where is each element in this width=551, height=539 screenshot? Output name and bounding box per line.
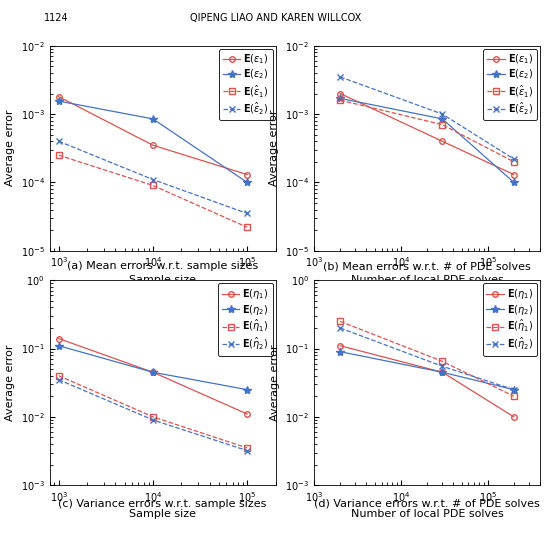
$\mathbf{E}(\epsilon_1)$ (337, 91, 343, 97)
$\mathbf{E}(\eta_2)$ (337, 348, 343, 355)
$\mathbf{E}(\hat{\epsilon}_1)$ (439, 121, 446, 128)
Legend: $\mathbf{E}(\eta_1)$, $\mathbf{E}(\eta_2)$, $\mathbf{E}(\hat{\eta}_1)$, $\mathbf: $\mathbf{E}(\eta_1)$, $\mathbf{E}(\eta_2… (483, 283, 537, 356)
$\mathbf{E}(\hat{\eta}_1)$ (439, 358, 446, 364)
$\mathbf{E}(\eta_2)$ (150, 369, 156, 376)
$\mathbf{E}(\hat{\eta}_2)$ (150, 417, 156, 423)
Y-axis label: Average error: Average error (269, 110, 279, 186)
$\mathbf{E}(\eta_1)$ (511, 413, 517, 420)
$\mathbf{E}(\hat{\epsilon}_1)$ (511, 158, 517, 165)
Legend: $\mathbf{E}(\epsilon_1)$, $\mathbf{E}(\epsilon_2)$, $\mathbf{E}(\hat{\epsilon}_1: $\mathbf{E}(\epsilon_1)$, $\mathbf{E}(\e… (219, 49, 273, 120)
$\mathbf{E}(\hat{\epsilon}_2)$ (56, 138, 62, 144)
Text: (b) Mean errors w.r.t. # of PDE solves: (b) Mean errors w.r.t. # of PDE solves (323, 261, 531, 272)
Text: (a) Mean errors w.r.t. sample sizes: (a) Mean errors w.r.t. sample sizes (67, 261, 258, 272)
$\mathbf{E}(\hat{\epsilon}_2)$ (244, 210, 251, 217)
$\mathbf{E}(\epsilon_2)$ (244, 179, 251, 185)
$\mathbf{E}(\hat{\eta}_2)$ (511, 386, 517, 393)
$\mathbf{E}(\hat{\epsilon}_1)$ (150, 182, 156, 189)
Text: (d) Variance errors w.r.t. # of PDE solves: (d) Variance errors w.r.t. # of PDE solv… (314, 499, 540, 509)
$\mathbf{E}(\eta_1)$ (439, 369, 446, 376)
Text: 1124: 1124 (44, 13, 69, 24)
$\mathbf{E}(\epsilon_1)$ (439, 138, 446, 144)
Line: $\mathbf{E}(\hat{\epsilon}_2)$: $\mathbf{E}(\hat{\epsilon}_2)$ (56, 139, 250, 216)
$\mathbf{E}(\hat{\eta}_2)$ (337, 325, 343, 331)
$\mathbf{E}(\eta_2)$ (511, 386, 517, 393)
Line: $\mathbf{E}(\hat{\epsilon}_1)$: $\mathbf{E}(\hat{\epsilon}_1)$ (56, 153, 250, 230)
$\mathbf{E}(\hat{\epsilon}_2)$ (439, 111, 446, 118)
$\mathbf{E}(\epsilon_2)$ (56, 98, 62, 105)
Text: (c) Variance errors w.r.t. sample sizes: (c) Variance errors w.r.t. sample sizes (58, 499, 267, 509)
Legend: $\mathbf{E}(\epsilon_1)$, $\mathbf{E}(\epsilon_2)$, $\mathbf{E}(\hat{\epsilon}_1: $\mathbf{E}(\epsilon_1)$, $\mathbf{E}(\e… (483, 49, 537, 120)
$\mathbf{E}(\epsilon_1)$ (56, 93, 62, 100)
$\mathbf{E}(\eta_2)$ (244, 386, 251, 393)
Line: $\mathbf{E}(\eta_1)$: $\mathbf{E}(\eta_1)$ (56, 336, 250, 417)
$\mathbf{E}(\eta_1)$ (244, 411, 251, 417)
Line: $\mathbf{E}(\eta_1)$: $\mathbf{E}(\eta_1)$ (337, 343, 517, 419)
Text: QIPENG LIAO AND KAREN WILLCOX: QIPENG LIAO AND KAREN WILLCOX (190, 13, 361, 24)
Line: $\mathbf{E}(\eta_2)$: $\mathbf{E}(\eta_2)$ (55, 342, 251, 394)
Line: $\mathbf{E}(\epsilon_2)$: $\mathbf{E}(\epsilon_2)$ (336, 94, 518, 186)
$\mathbf{E}(\hat{\eta}_2)$ (439, 363, 446, 370)
Line: $\mathbf{E}(\hat{\eta}_1)$: $\mathbf{E}(\hat{\eta}_1)$ (56, 373, 250, 451)
$\mathbf{E}(\hat{\epsilon}_2)$ (511, 156, 517, 162)
X-axis label: Sample size: Sample size (129, 509, 196, 519)
$\mathbf{E}(\hat{\epsilon}_2)$ (150, 176, 156, 183)
Y-axis label: Average error: Average error (5, 110, 15, 186)
Line: $\mathbf{E}(\hat{\epsilon}_2)$: $\mathbf{E}(\hat{\epsilon}_2)$ (337, 74, 517, 162)
$\mathbf{E}(\epsilon_1)$ (150, 142, 156, 148)
Line: $\mathbf{E}(\hat{\eta}_1)$: $\mathbf{E}(\hat{\eta}_1)$ (337, 319, 517, 399)
X-axis label: Number of local PDE solves: Number of local PDE solves (350, 509, 504, 519)
$\mathbf{E}(\epsilon_1)$ (244, 171, 251, 178)
$\mathbf{E}(\eta_2)$ (56, 342, 62, 349)
$\mathbf{E}(\hat{\eta}_1)$ (56, 372, 62, 379)
Y-axis label: Average error: Average error (5, 344, 15, 421)
$\mathbf{E}(\eta_1)$ (56, 335, 62, 342)
Line: $\mathbf{E}(\epsilon_2)$: $\mathbf{E}(\epsilon_2)$ (55, 97, 251, 186)
$\mathbf{E}(\epsilon_2)$ (337, 95, 343, 101)
$\mathbf{E}(\hat{\epsilon}_2)$ (337, 74, 343, 80)
$\mathbf{E}(\hat{\eta}_2)$ (56, 376, 62, 383)
$\mathbf{E}(\hat{\eta}_1)$ (337, 318, 343, 324)
$\mathbf{E}(\eta_2)$ (439, 369, 446, 376)
X-axis label: Sample size: Sample size (129, 275, 196, 285)
$\mathbf{E}(\hat{\eta}_1)$ (244, 445, 251, 451)
Line: $\mathbf{E}(\hat{\eta}_2)$: $\mathbf{E}(\hat{\eta}_2)$ (56, 377, 250, 453)
$\mathbf{E}(\epsilon_2)$ (439, 116, 446, 122)
$\mathbf{E}(\hat{\epsilon}_1)$ (56, 152, 62, 158)
Line: $\mathbf{E}(\hat{\eta}_2)$: $\mathbf{E}(\hat{\eta}_2)$ (337, 325, 517, 392)
$\mathbf{E}(\hat{\eta}_1)$ (511, 393, 517, 399)
Line: $\mathbf{E}(\epsilon_1)$: $\mathbf{E}(\epsilon_1)$ (337, 91, 517, 177)
Line: $\mathbf{E}(\epsilon_1)$: $\mathbf{E}(\epsilon_1)$ (56, 94, 250, 177)
$\mathbf{E}(\hat{\epsilon}_1)$ (244, 224, 251, 231)
$\mathbf{E}(\hat{\epsilon}_1)$ (337, 97, 343, 103)
Y-axis label: Average error: Average error (269, 344, 280, 421)
$\mathbf{E}(\eta_1)$ (150, 369, 156, 376)
Legend: $\mathbf{E}(\eta_1)$, $\mathbf{E}(\eta_2)$, $\mathbf{E}(\hat{\eta}_1)$, $\mathbf: $\mathbf{E}(\eta_1)$, $\mathbf{E}(\eta_2… (218, 283, 273, 356)
$\mathbf{E}(\epsilon_1)$ (511, 171, 517, 178)
$\mathbf{E}(\eta_1)$ (337, 342, 343, 349)
$\mathbf{E}(\epsilon_2)$ (511, 179, 517, 185)
Line: $\mathbf{E}(\eta_2)$: $\mathbf{E}(\eta_2)$ (336, 348, 518, 394)
$\mathbf{E}(\epsilon_2)$ (150, 116, 156, 122)
X-axis label: Number of local PDE solves: Number of local PDE solves (350, 275, 504, 285)
$\mathbf{E}(\hat{\eta}_2)$ (244, 447, 251, 454)
Line: $\mathbf{E}(\hat{\epsilon}_1)$: $\mathbf{E}(\hat{\epsilon}_1)$ (337, 98, 517, 164)
$\mathbf{E}(\hat{\eta}_1)$ (150, 413, 156, 420)
